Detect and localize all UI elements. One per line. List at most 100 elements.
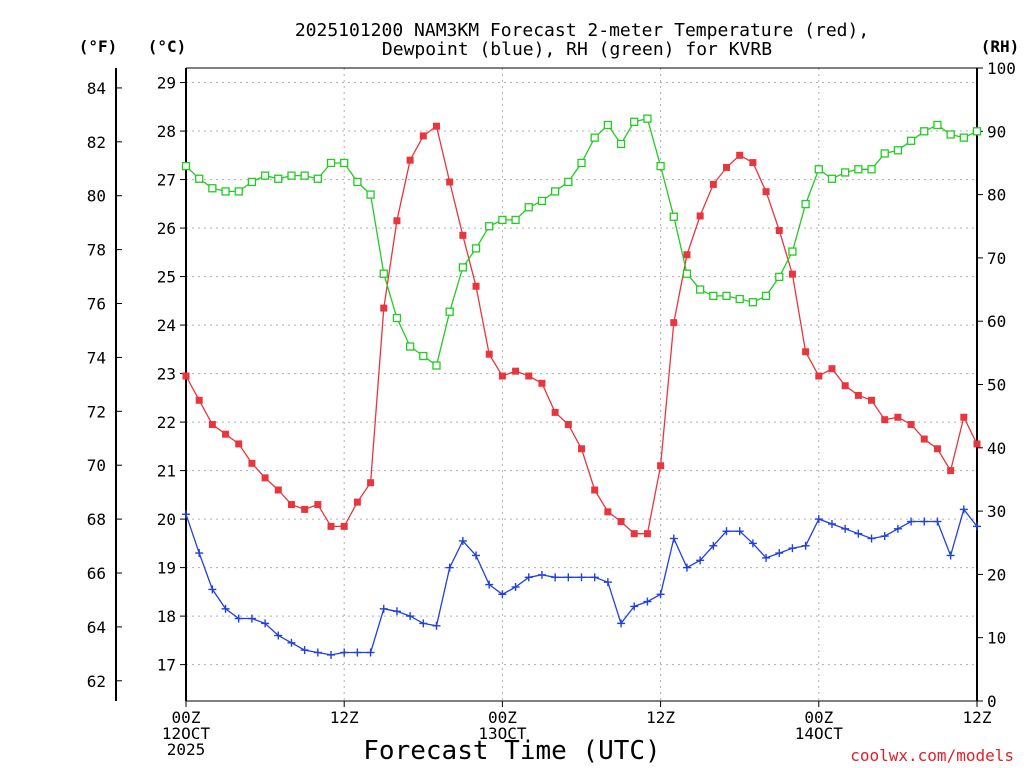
dewpoint-point [300, 646, 309, 655]
fahrenheit-tick-label: 72 [87, 402, 106, 421]
temperature-point [208, 421, 216, 429]
dewpoint-point [775, 549, 784, 558]
rh-point [419, 351, 428, 361]
fahrenheit-tick-label: 76 [87, 295, 106, 314]
fahrenheit-unit-label: (°F) [79, 37, 118, 56]
temperature-point [617, 518, 625, 526]
celsius-tick-label: 20 [157, 510, 176, 529]
dewpoint-point [234, 614, 243, 623]
rh-point [906, 136, 916, 145]
rh-point [827, 174, 837, 183]
rh-point [630, 117, 639, 126]
temperature-point [828, 365, 836, 373]
rh-point [867, 165, 876, 174]
dewpoint-point [406, 612, 415, 621]
rh-point [920, 127, 929, 136]
dewpoint-point [590, 573, 599, 582]
x-tick-label: 12Z [963, 708, 992, 727]
dewpoint-point [392, 607, 401, 616]
temperature-point [894, 413, 902, 421]
temperature-point [380, 304, 388, 312]
x-tick-label: 2025 [167, 740, 206, 759]
fahrenheit-tick-label: 82 [87, 133, 106, 152]
rh-point [643, 114, 652, 123]
temperature-point [815, 372, 823, 380]
rh-point [366, 190, 375, 199]
dewpoint-point [907, 517, 916, 526]
temperature-point [841, 382, 849, 390]
celsius-tick-label: 18 [157, 607, 176, 626]
rh-point [603, 120, 613, 130]
rh-point [498, 215, 507, 225]
temperature-point [538, 379, 546, 387]
dewpoint-point [788, 544, 797, 553]
fahrenheit-tick-label: 80 [87, 187, 106, 206]
temperature-point [657, 462, 665, 470]
rh-point [550, 187, 560, 196]
rh-point [234, 187, 243, 196]
dewpoint-point [577, 573, 586, 582]
temperature-point [578, 445, 585, 453]
dewpoint-point [959, 505, 968, 514]
dewpoint-point [854, 529, 863, 538]
dewpoint-point [735, 527, 744, 536]
temperature-point [960, 413, 968, 421]
rh-point [260, 171, 270, 180]
x-tick-label: 00Z [172, 708, 201, 727]
celsius-tick-label: 21 [157, 462, 176, 481]
rh-tick-label: 30 [987, 502, 1006, 521]
dewpoint-point [669, 534, 678, 543]
dewpoint-point [603, 578, 612, 587]
rh-point [801, 199, 810, 209]
rh-point [761, 291, 771, 301]
rh-point [313, 174, 322, 183]
rh-point [735, 294, 744, 304]
dewpoint-point [880, 532, 889, 541]
rh-series-line [185, 117, 978, 367]
dewpoint-point [379, 604, 388, 613]
dewpoint-point [801, 541, 810, 550]
dewpoint-point [762, 553, 771, 562]
dewpoint-point [366, 648, 375, 657]
dewpoint-point [973, 522, 981, 531]
temperature-point [459, 231, 467, 239]
temperature-point [907, 421, 915, 429]
temperature-point [393, 217, 401, 225]
rh-point [287, 171, 296, 180]
celsius-unit-label: (°C) [148, 37, 187, 56]
temperature-point [340, 522, 348, 530]
rh-point [814, 165, 823, 174]
temperature-point [947, 467, 955, 475]
celsius-tick-label: 25 [157, 268, 176, 287]
rh-point [392, 313, 402, 323]
dewpoint-point [261, 619, 270, 628]
dewpoint-point [247, 614, 256, 623]
dewpoint-point [696, 556, 705, 565]
rh-tick-label: 20 [987, 565, 1006, 584]
temperature-point [630, 530, 638, 538]
rh-point [946, 130, 955, 139]
series-layer [181, 114, 982, 659]
temperature-point [604, 508, 612, 516]
celsius-tick-label: 17 [157, 656, 176, 675]
rh-point [379, 269, 388, 278]
temperature-point [973, 440, 981, 448]
dewpoint-point [617, 619, 626, 628]
temperature-point [723, 163, 731, 171]
fahrenheit-tick-label: 84 [87, 79, 106, 98]
rh-point [340, 158, 349, 168]
dewpoint-point [893, 524, 902, 533]
dewpoint-point [722, 527, 731, 536]
rh-point [432, 361, 441, 370]
fahrenheit-tick-label: 70 [87, 456, 106, 475]
temperature-point [472, 282, 480, 290]
rh-tick-label: 80 [987, 186, 1006, 205]
rh-point [405, 342, 415, 351]
temperature-point [551, 408, 559, 416]
credit-text: coolwx.com/models [850, 746, 1014, 765]
celsius-tick-label: 19 [157, 559, 176, 578]
rh-point [485, 222, 494, 231]
x-tick-label: 00Z [804, 708, 833, 727]
rh-point [709, 291, 718, 301]
fahrenheit-tick-label: 64 [87, 618, 106, 637]
